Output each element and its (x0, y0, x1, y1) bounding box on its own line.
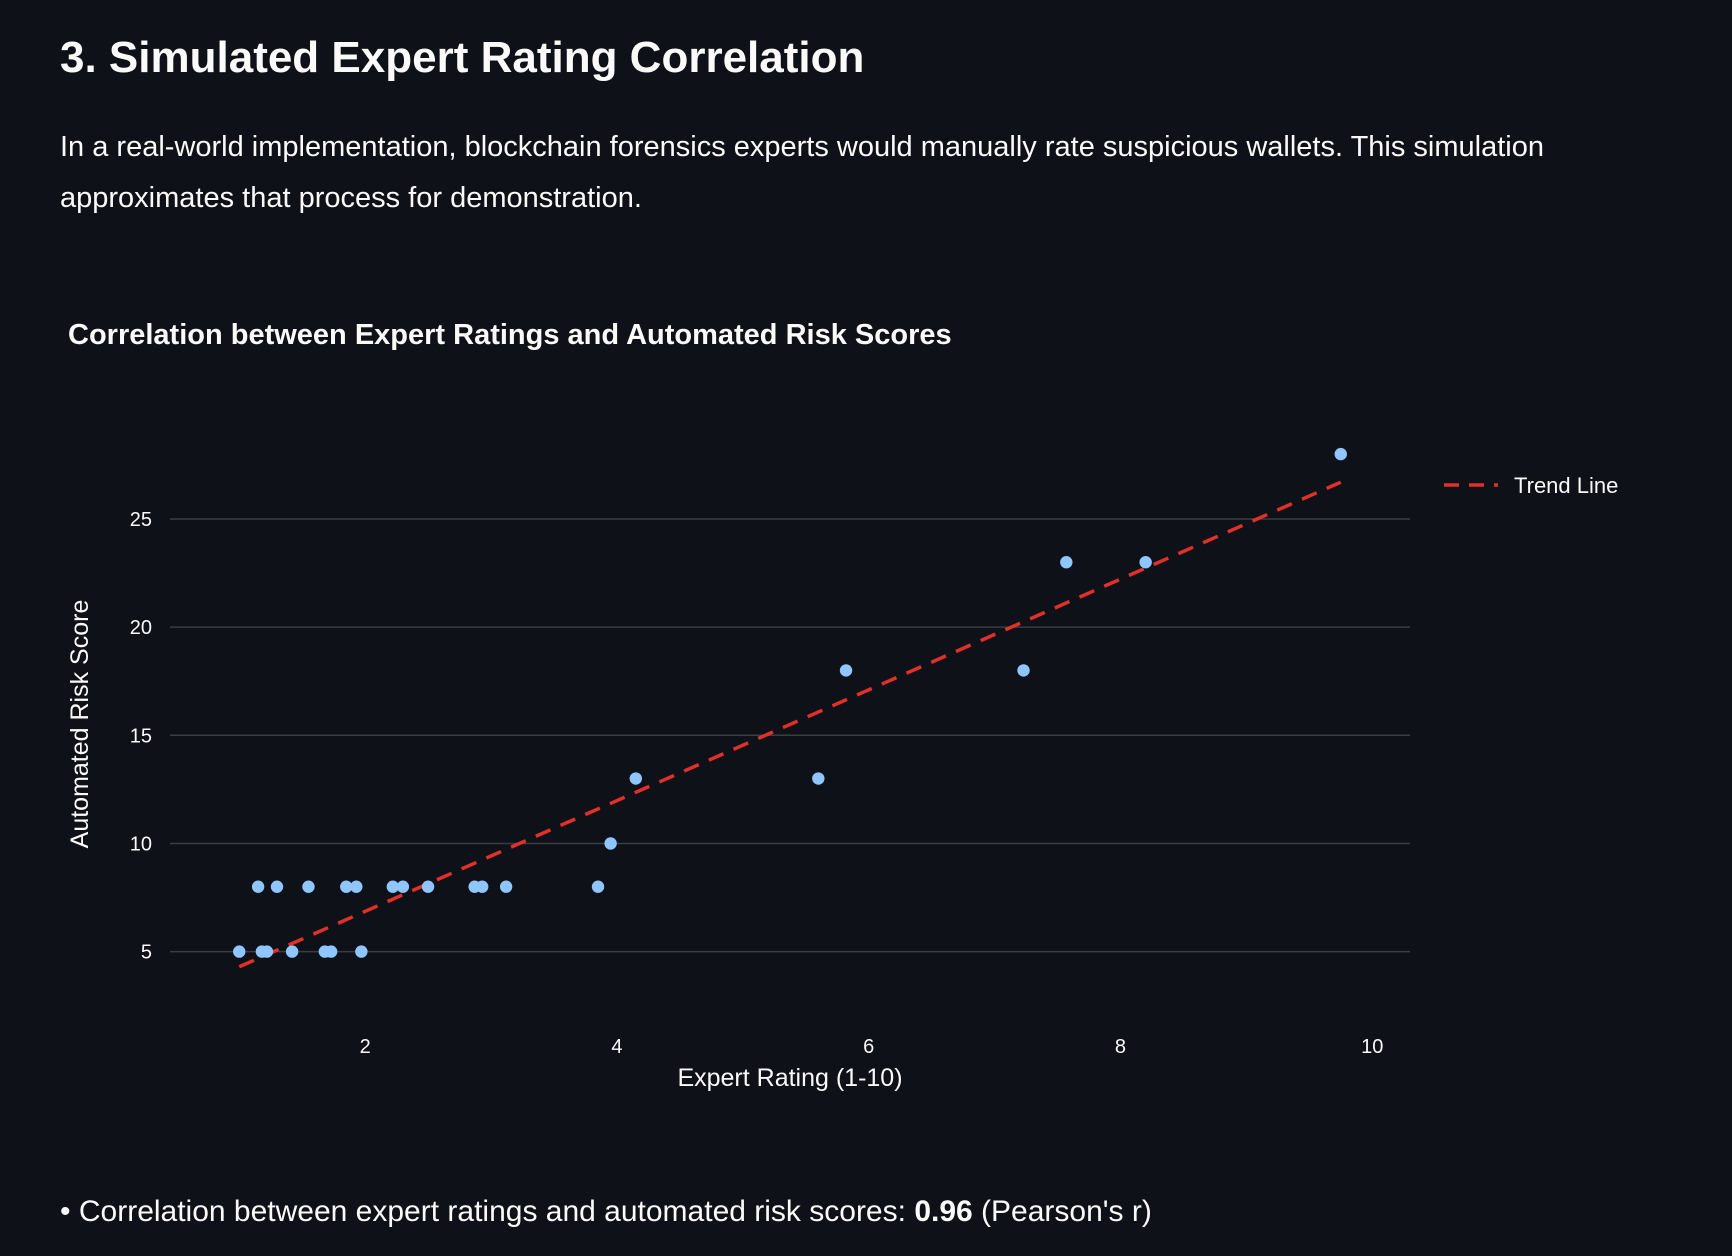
summary-bullet: • (60, 1195, 71, 1228)
section-description: In a real-world implementation, blockcha… (60, 131, 1544, 214)
data-point[interactable] (591, 880, 605, 893)
data-points (233, 447, 1347, 958)
data-point[interactable] (260, 945, 274, 958)
y-tick-label: 15 (130, 725, 152, 747)
data-point[interactable] (1139, 556, 1152, 569)
data-point[interactable] (355, 945, 368, 958)
legend[interactable]: Trend Line (1444, 473, 1618, 498)
data-point[interactable] (604, 837, 617, 850)
y-axis-ticks: 5 10 15 20 25 (130, 509, 152, 964)
x-tick-label: 10 (1361, 1036, 1383, 1058)
scatter-chart: Correlation between Expert Ratings and A… (66, 319, 1618, 1092)
data-point[interactable] (350, 880, 363, 893)
x-tick-label: 6 (863, 1036, 874, 1058)
x-axis-label: Expert Rating (1-10) (677, 1064, 902, 1092)
data-point[interactable] (421, 880, 435, 893)
x-tick-label: 2 (360, 1036, 371, 1058)
summary-prefix: Correlation between expert ratings and a… (78, 1195, 906, 1228)
data-point[interactable] (1017, 664, 1030, 677)
section-title: 3. Simulated Expert Rating Correlation (60, 33, 865, 82)
data-point[interactable] (629, 772, 642, 785)
data-point[interactable] (1060, 556, 1073, 569)
correlation-value: 0.96 (914, 1195, 973, 1228)
data-point[interactable] (340, 880, 353, 893)
summary-suffix: (Pearson's r) (981, 1195, 1152, 1228)
data-point[interactable] (233, 945, 246, 958)
legend-trend-line-label: Trend Line (1514, 473, 1618, 498)
data-point[interactable] (285, 945, 299, 958)
y-tick-label: 25 (130, 509, 152, 531)
data-point[interactable] (324, 945, 338, 958)
y-tick-label: 5 (141, 942, 152, 964)
data-point[interactable] (302, 880, 315, 893)
data-point[interactable] (386, 880, 400, 893)
x-tick-label: 4 (611, 1036, 622, 1058)
y-tick-label: 10 (130, 833, 152, 855)
data-point[interactable] (396, 880, 410, 893)
data-point[interactable] (812, 772, 825, 785)
correlation-summary: • Correlation between expert ratings and… (60, 1190, 1152, 1234)
data-point[interactable] (839, 664, 853, 677)
data-point[interactable] (499, 880, 513, 893)
chart-title: Correlation between Expert Ratings and A… (68, 319, 952, 351)
data-point[interactable] (476, 880, 489, 893)
x-tick-label: 8 (1115, 1036, 1126, 1058)
trend-line (238, 480, 1342, 969)
grid-lines (170, 518, 1410, 953)
data-point[interactable] (270, 880, 284, 893)
data-point[interactable] (251, 880, 265, 893)
x-axis-ticks: 2 4 6 8 10 (360, 1036, 1384, 1058)
chart-container: Correlation between Expert Ratings and A… (0, 310, 1732, 1110)
y-tick-label: 20 (130, 617, 152, 639)
y-axis-label: Automated Risk Score (66, 600, 94, 849)
trend-line-layer (238, 480, 1342, 969)
data-point[interactable] (1334, 447, 1347, 461)
